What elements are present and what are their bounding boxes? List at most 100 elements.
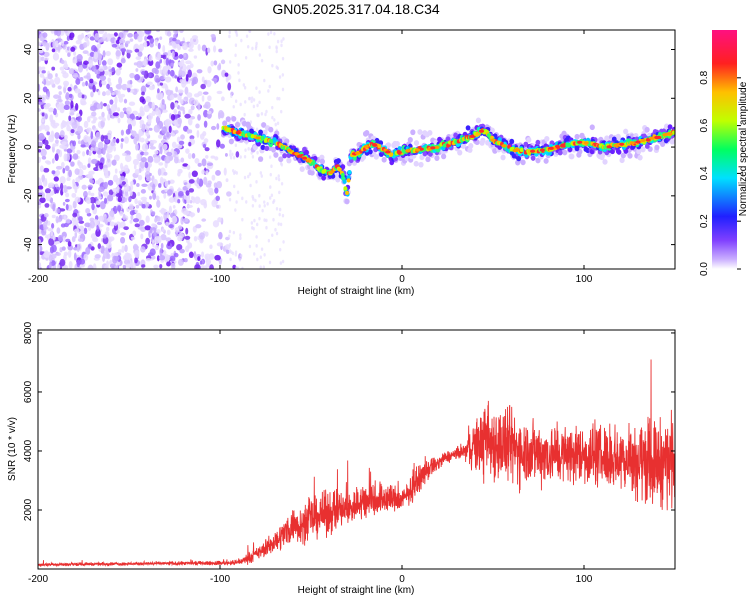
ridge-point (569, 153, 575, 160)
noise-speckle (120, 129, 124, 136)
noise-speckle (174, 129, 179, 134)
noise-speckle (156, 221, 163, 226)
noise-speckle (115, 49, 121, 56)
noise-speckle (38, 132, 45, 142)
noise-speckle (68, 169, 72, 178)
noise-speckle (181, 80, 187, 88)
noise-speckle (139, 137, 145, 143)
noise-speckle (98, 186, 105, 193)
spectrogram-y-tick-label: 20 (23, 92, 34, 104)
noise-speckle (119, 210, 124, 216)
noise-speckle (124, 244, 128, 253)
noise-speckle (64, 30, 71, 36)
noise-speckle-faint (227, 234, 231, 239)
noise-speckle (187, 69, 192, 78)
noise-speckle (97, 141, 104, 150)
noise-speckle-faint (268, 155, 272, 159)
noise-speckle (207, 187, 214, 194)
noise-speckle (149, 172, 152, 177)
noise-speckle (197, 91, 203, 96)
noise-speckle (188, 171, 191, 179)
noise-speckle (41, 112, 45, 117)
noise-speckle (101, 147, 106, 155)
noise-speckle (129, 79, 133, 85)
noise-speckle (90, 140, 97, 149)
noise-speckle (209, 264, 214, 269)
noise-speckle (153, 156, 160, 164)
noise-speckle (38, 101, 44, 105)
ridge-point (282, 153, 287, 159)
noise-speckle-faint (239, 233, 242, 237)
ridge-point (377, 144, 382, 149)
noise-speckle (67, 249, 72, 258)
noise-speckle (155, 195, 160, 201)
noise-speckle (55, 165, 63, 170)
noise-speckle-faint (282, 240, 285, 244)
noise-speckle (48, 134, 55, 143)
noise-speckle (55, 252, 61, 257)
noise-speckle (223, 167, 227, 176)
noise-speckle (86, 72, 91, 81)
noise-speckle (205, 182, 212, 188)
noise-speckle (90, 131, 94, 140)
snr-plot-area (38, 359, 675, 568)
noise-speckle (97, 39, 104, 43)
noise-speckle (217, 112, 221, 120)
noise-speckle (166, 151, 173, 157)
ridge-point (428, 151, 433, 157)
noise-speckle (53, 176, 59, 182)
noise-speckle (173, 30, 179, 35)
noise-speckle (195, 123, 200, 129)
noise-speckle (120, 93, 126, 98)
noise-speckle (76, 243, 80, 253)
noise-speckle (183, 217, 189, 223)
noise-speckle (148, 59, 154, 67)
noise-speckle (152, 192, 157, 200)
ridge-peak (666, 132, 672, 136)
noise-speckle-faint (255, 127, 259, 132)
noise-speckle (88, 186, 92, 191)
noise-speckle (75, 39, 82, 45)
noise-speckle (106, 153, 113, 159)
noise-speckle (46, 160, 52, 165)
noise-speckle (225, 178, 229, 183)
ridge-peak (530, 149, 536, 153)
ridge-peak (640, 138, 646, 143)
noise-speckle-faint (269, 196, 272, 200)
spectrogram-frame (37, 29, 676, 270)
noise-speckle (87, 264, 94, 269)
noise-speckle (104, 264, 109, 269)
noise-speckle (126, 106, 132, 115)
noise-speckle (61, 141, 67, 146)
noise-speckle (201, 95, 205, 102)
noise-speckle (167, 241, 171, 247)
noise-speckle (47, 90, 51, 98)
noise-speckle-faint (275, 49, 278, 54)
ridge-point (660, 141, 666, 148)
noise-speckle (140, 233, 144, 240)
noise-speckle (43, 213, 49, 218)
noise-speckle (38, 177, 42, 185)
noise-speckle (120, 48, 127, 53)
noise-speckle (62, 167, 66, 174)
noise-speckle (64, 100, 70, 106)
noise-speckle (88, 170, 95, 175)
noise-speckle (82, 50, 89, 55)
noise-speckle (123, 183, 130, 192)
noise-speckle (102, 191, 109, 197)
noise-speckle (56, 208, 61, 214)
noise-speckle (105, 51, 111, 57)
noise-speckle (200, 83, 206, 90)
noise-speckle (106, 241, 112, 249)
noise-speckle (154, 244, 160, 251)
noise-speckle (148, 85, 155, 91)
noise-speckle-faint (231, 251, 235, 256)
noise-speckle (141, 123, 146, 132)
ridge-peak (286, 148, 293, 153)
noise-speckle (65, 192, 70, 198)
noise-speckle (40, 30, 44, 33)
noise-speckle (67, 241, 72, 247)
noise-speckle (130, 180, 134, 186)
noise-speckle (186, 92, 193, 98)
noise-speckle (141, 199, 147, 204)
